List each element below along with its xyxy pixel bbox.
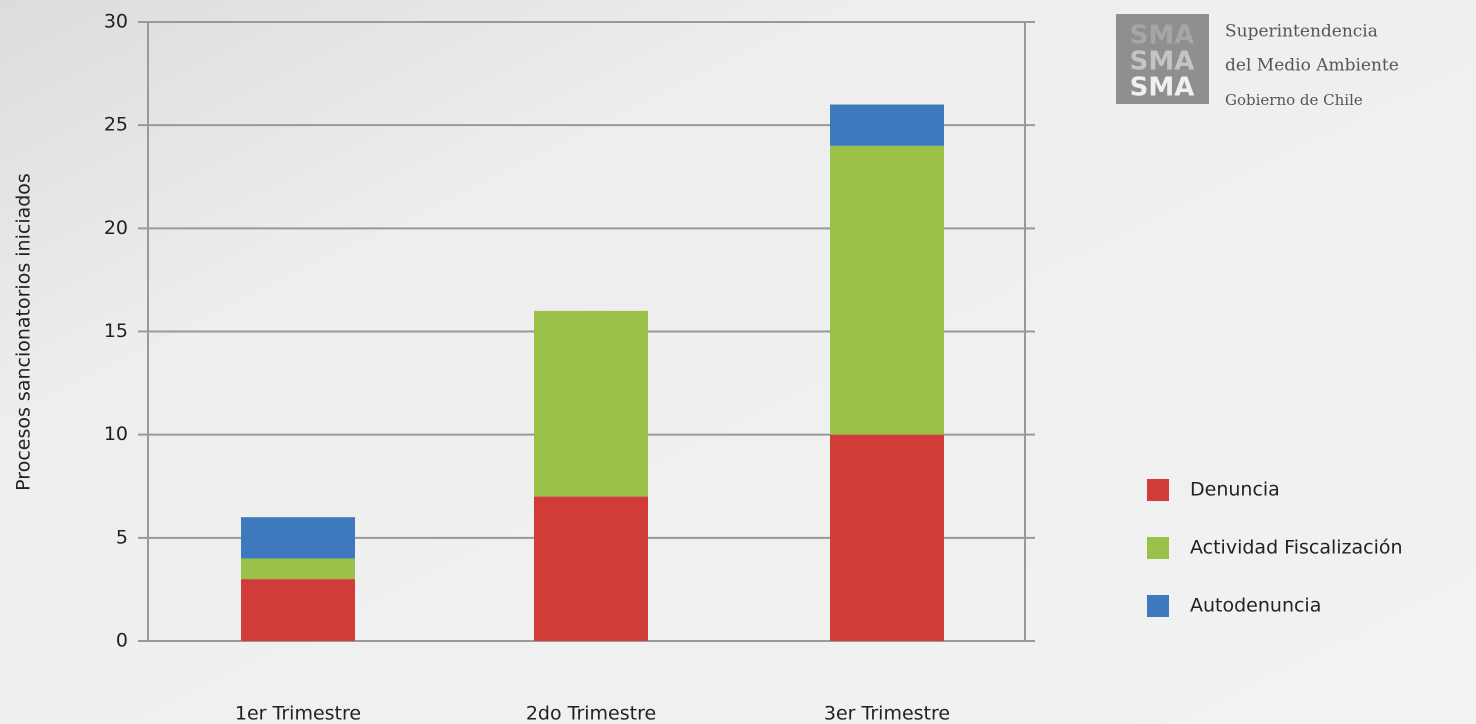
- bar-segment: [830, 434, 944, 641]
- bar-segment: [830, 145, 944, 435]
- bar-segment: [241, 517, 355, 559]
- legend-label: Autodenuncia: [1190, 595, 1321, 617]
- logo-text: Gobierno de Chile: [1225, 91, 1363, 109]
- bar-segment: [534, 310, 648, 497]
- y-tick-label: 20: [104, 217, 128, 239]
- x-tick-label: 1er Trimestre: [235, 703, 361, 724]
- x-tick-label: 3er Trimestre: [824, 703, 950, 724]
- logo-text: del Medio Ambiente: [1225, 56, 1399, 76]
- legend-swatch: [1147, 479, 1169, 501]
- legend-swatch: [1147, 537, 1169, 559]
- bar-segment: [534, 496, 648, 641]
- legend-label: Actividad Fiscalización: [1190, 537, 1403, 559]
- bar-segment: [241, 579, 355, 641]
- y-tick-label: 15: [104, 320, 128, 342]
- y-tick-label: 30: [104, 11, 128, 33]
- logo-mark: SMA: [1130, 47, 1195, 77]
- y-axis-label: Procesos sancionatorios iniciados: [13, 173, 35, 491]
- bar-segment: [241, 558, 355, 580]
- logo-box: [1116, 14, 1209, 104]
- y-tick-label: 25: [104, 114, 128, 136]
- logo-mark: SMA: [1130, 73, 1195, 103]
- legend-label: Denuncia: [1190, 479, 1280, 501]
- logo-text: Superintendencia: [1225, 22, 1378, 42]
- y-tick-label: 10: [104, 423, 128, 445]
- y-tick-label: 0: [116, 630, 128, 652]
- bar-segment: [830, 104, 944, 146]
- x-tick-label: 2do Trimestre: [526, 703, 656, 724]
- y-tick-label: 5: [116, 526, 128, 548]
- legend-swatch: [1147, 595, 1169, 617]
- logo-mark: SMA: [1130, 21, 1195, 51]
